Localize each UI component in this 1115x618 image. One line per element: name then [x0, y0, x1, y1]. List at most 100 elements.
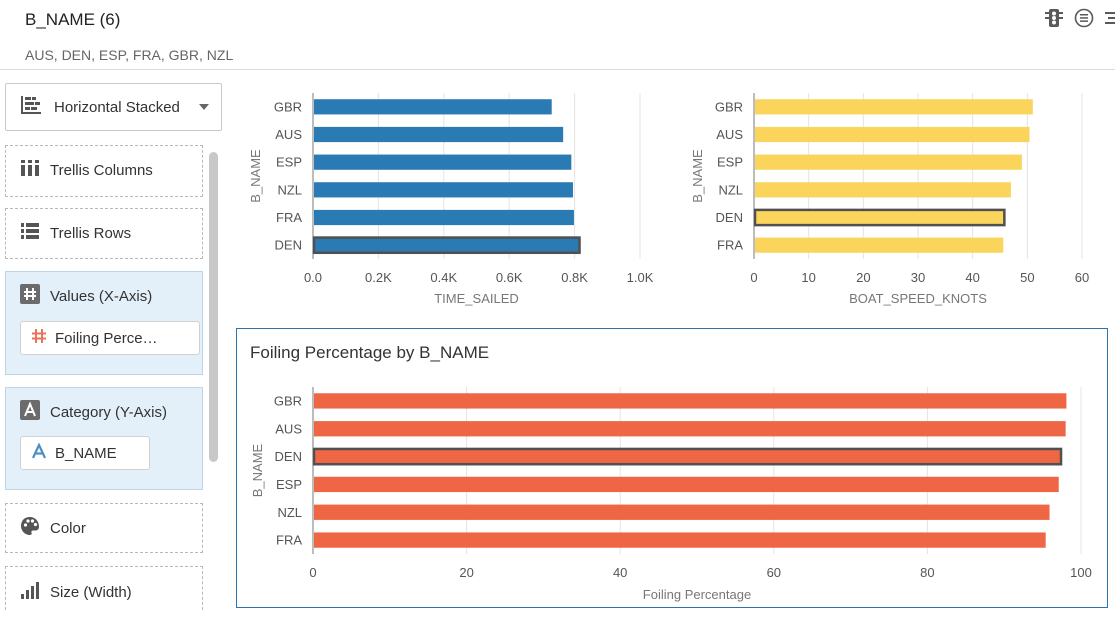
trellis-columns-drop[interactable]: Trellis Columns	[5, 145, 203, 197]
horizontal-stacked-icon	[20, 95, 42, 120]
bar-esp[interactable]	[314, 476, 1059, 493]
x-tick-label: 0	[750, 270, 757, 285]
y-tick-label: NZL	[277, 505, 302, 520]
menu-icon[interactable]	[1103, 7, 1115, 29]
x-tick-label: 1.0K	[627, 270, 654, 285]
pill-label: B_NAME	[55, 444, 117, 462]
bar-den[interactable]	[314, 237, 580, 253]
size-width-label: Size (Width)	[50, 583, 132, 601]
x-axis-title: TIME_SAILED	[434, 291, 519, 306]
bar-den[interactable]	[755, 209, 1005, 226]
b-name-pill[interactable]: B_NAME	[20, 436, 150, 470]
y-tick-label: ESP	[276, 477, 302, 492]
pill-label: Foiling Perce…	[55, 329, 158, 347]
y-tick-label: DEN	[716, 210, 743, 225]
comment-icon[interactable]	[1073, 7, 1095, 29]
y-axis-title: B_NAME	[250, 443, 265, 497]
trellis-rows-icon	[20, 222, 40, 245]
x-tick-label: 0.6K	[496, 270, 523, 285]
hash-icon	[20, 283, 40, 309]
hash-icon	[31, 328, 47, 348]
x-tick-label: 0.8K	[561, 270, 588, 285]
text-attribute-icon	[20, 399, 40, 425]
grammar-panel: Horizontal Stacked Trellis Columns Trell…	[0, 70, 232, 618]
bar-nzl[interactable]	[314, 182, 573, 198]
foiling-percentage-pill[interactable]: Foiling Perce…	[20, 321, 200, 355]
highlight-outline	[312, 447, 1063, 466]
page-subtitle: AUS, DEN, ESP, FRA, GBR, NZL	[25, 47, 234, 63]
x-axis-title: BOAT_SPEED_KNOTS	[849, 291, 987, 306]
chevron-down-icon	[199, 104, 209, 110]
bar-gbr[interactable]	[755, 99, 1033, 115]
y-axis-title: B_NAME	[248, 149, 263, 203]
bar-fra[interactable]	[314, 532, 1046, 548]
traffic-light-icon[interactable]	[1043, 7, 1065, 29]
chart-type-label: Horizontal Stacked	[54, 98, 180, 116]
y-tick-label: DEN	[275, 449, 302, 464]
bar-nzl[interactable]	[314, 504, 1050, 520]
bar-aus[interactable]	[314, 126, 564, 143]
bar-nzl[interactable]	[755, 182, 1011, 198]
y-tick-label: GBR	[274, 393, 302, 408]
x-tick-label: 100	[1070, 565, 1092, 580]
x-tick-label: 50	[1020, 270, 1034, 285]
x-tick-label: 30	[911, 270, 925, 285]
x-tick-label: 80	[920, 565, 934, 580]
y-tick-label: AUS	[275, 421, 302, 436]
y-tick-label: FRA	[276, 533, 302, 548]
x-tick-label: 0.2K	[365, 270, 392, 285]
color-label: Color	[50, 519, 86, 537]
y-tick-label: NZL	[718, 182, 743, 197]
bar-gbr[interactable]	[314, 99, 552, 115]
x-tick-label: 60	[1075, 270, 1089, 285]
y-tick-label: GBR	[274, 99, 302, 114]
header-toolbar	[1043, 6, 1115, 30]
values-x-axis-label: Values (X-Axis)	[50, 287, 153, 305]
x-tick-label: 0.0	[304, 270, 322, 285]
values-x-axis-drop[interactable]: Values (X-Axis) Foiling Perce…	[5, 271, 203, 375]
y-tick-label: FRA	[717, 238, 743, 253]
y-tick-label: AUS	[716, 127, 743, 142]
x-tick-label: 40	[613, 565, 627, 580]
color-drop[interactable]: Color	[5, 503, 203, 553]
y-tick-label: DEN	[275, 238, 302, 253]
bar-fra[interactable]	[755, 237, 1004, 253]
trellis-columns-icon	[20, 159, 40, 182]
text-attribute-icon	[31, 442, 47, 463]
trellis-rows-drop[interactable]: Trellis Rows	[5, 208, 203, 259]
panel-scrollbar[interactable]	[209, 152, 218, 462]
selected-chart-frame[interactable]	[236, 328, 1108, 608]
y-tick-label: AUS	[275, 127, 302, 142]
bar-esp[interactable]	[755, 154, 1022, 170]
x-tick-label: 10	[801, 270, 815, 285]
trellis-rows-label: Trellis Rows	[50, 224, 132, 242]
bar-gbr[interactable]	[314, 393, 1067, 409]
x-tick-label: 0	[309, 565, 316, 580]
chart-type-dropdown[interactable]: Horizontal Stacked	[5, 83, 222, 131]
highlight-outline	[312, 236, 581, 255]
category-y-axis-drop[interactable]: Category (Y-Axis) B_NAME	[5, 387, 203, 490]
header-divider	[0, 69, 1115, 70]
bar-aus[interactable]	[755, 126, 1030, 143]
y-axis-title: B_NAME	[690, 149, 705, 203]
x-axis-title: Foiling Percentage	[643, 587, 751, 602]
page-title: B_NAME (6)	[25, 10, 121, 29]
x-tick-label: 40	[965, 270, 979, 285]
x-tick-label: 20	[459, 565, 473, 580]
category-y-axis-label: Category (Y-Axis)	[50, 403, 167, 421]
palette-icon	[20, 516, 40, 541]
trellis-columns-label: Trellis Columns	[50, 161, 153, 179]
highlight-outline	[753, 208, 1006, 227]
chart-title: Foiling Percentage by B_NAME	[250, 343, 490, 362]
x-tick-label: 60	[767, 565, 781, 580]
size-width-drop[interactable]: Size (Width)	[5, 566, 203, 610]
bar-aus[interactable]	[314, 421, 1066, 437]
y-tick-label: NZL	[277, 182, 302, 197]
bar-den[interactable]	[314, 448, 1062, 465]
size-icon	[20, 580, 40, 605]
bar-fra[interactable]	[314, 209, 574, 226]
y-tick-label: ESP	[276, 155, 302, 170]
bar-esp[interactable]	[314, 154, 572, 170]
x-tick-label: 20	[856, 270, 870, 285]
